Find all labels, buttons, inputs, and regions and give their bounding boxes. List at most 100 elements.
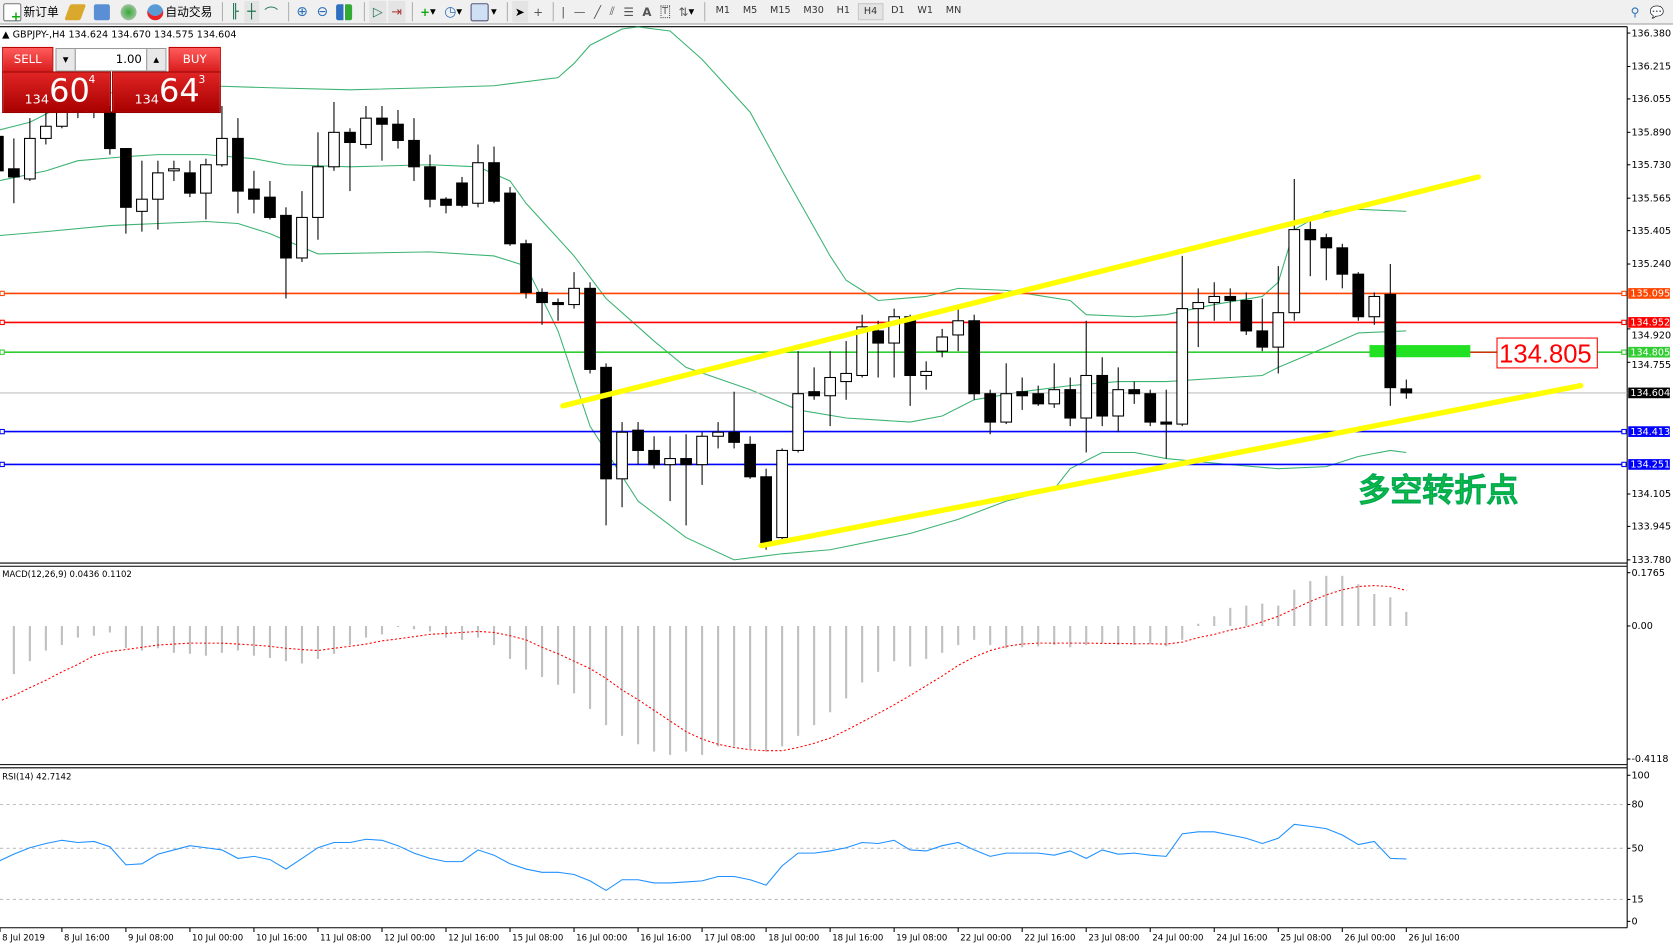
toolbar-separator: [287, 2, 289, 22]
candle: [296, 191, 308, 263]
time-tick-label: 24 Jul 00:00: [1152, 934, 1203, 944]
zoom-in-button[interactable]: ⊕: [293, 1, 311, 22]
sell-button[interactable]: SELL: [2, 46, 54, 73]
level-handle[interactable]: [0, 290, 5, 297]
fibonacci-button[interactable]: ☰: [620, 1, 637, 22]
candle: [344, 128, 356, 192]
candle-body-bullish: [856, 326, 869, 377]
level-handle[interactable]: [1621, 349, 1627, 355]
candlestick-button[interactable]: ┼: [244, 1, 259, 23]
level-handle[interactable]: [1621, 290, 1627, 297]
sell-price-big: 60: [49, 72, 90, 110]
templates-button[interactable]: ▼: [467, 1, 499, 22]
auto-trading-icon: [147, 3, 164, 20]
price-label-box[interactable]: [1496, 337, 1598, 369]
candle: [168, 160, 180, 181]
candle-body-bearish: [872, 330, 885, 344]
crosshair-icon: +: [533, 4, 544, 19]
level-handle[interactable]: [0, 461, 5, 468]
timeframe-m1[interactable]: M1: [715, 5, 731, 16]
crosshair-button[interactable]: +: [530, 1, 546, 22]
vertical-line-button[interactable]: |: [558, 1, 568, 22]
equidistant-channel-icon: ⫽: [609, 4, 615, 19]
timeframe-d1[interactable]: D1: [891, 5, 905, 16]
arrows-button[interactable]: ⇅ ▼: [676, 1, 698, 22]
auto-scroll-button[interactable]: ▷: [369, 1, 386, 23]
candle-body-bearish: [264, 196, 276, 218]
candle-body-bullish: [1048, 389, 1061, 405]
periods-button[interactable]: ◷ ▼: [441, 1, 465, 22]
candle-body-bearish: [984, 393, 997, 423]
candle: [152, 160, 164, 230]
auto-trading-button[interactable]: 自动交易: [144, 1, 215, 22]
timeframe-h4[interactable]: H4: [857, 3, 884, 21]
zoom-out-button[interactable]: ⊖: [313, 1, 331, 22]
level-handle[interactable]: [1621, 461, 1627, 468]
new-order-icon: +: [3, 2, 21, 22]
text-button[interactable]: A: [639, 1, 654, 22]
candle: [1384, 264, 1397, 406]
chart-shift-button[interactable]: ⇥: [388, 1, 406, 23]
lot-value[interactable]: 1.00: [115, 52, 142, 67]
buy-price[interactable]: 134 64 3: [112, 71, 221, 114]
data-window-button[interactable]: [91, 1, 116, 22]
timeframe-m5[interactable]: M5: [742, 5, 758, 16]
timeframe-w1[interactable]: W1: [917, 5, 934, 16]
timeframe-mn[interactable]: MN: [945, 5, 962, 16]
candle: [616, 422, 628, 508]
time-tick-label: 10 Jul 16:00: [256, 934, 307, 944]
collapse-arrow-icon[interactable]: ▲: [2, 29, 10, 41]
candle: [120, 148, 132, 234]
timeframe-h1[interactable]: H1: [836, 5, 851, 16]
horizontal-line-button[interactable]: —: [570, 1, 588, 22]
trendline-button[interactable]: ╱: [591, 1, 604, 22]
chat-icon[interactable]: 💬: [1649, 4, 1665, 19]
candle: [856, 314, 869, 378]
candle: [552, 298, 564, 321]
price-level-tag: [1628, 459, 1670, 470]
candle-body-bearish: [232, 137, 244, 192]
bar-chart-button[interactable]: ╟: [227, 1, 242, 22]
search-icon[interactable]: ⚲: [1630, 4, 1640, 19]
signals-button[interactable]: [117, 1, 142, 22]
time-tick-label: 19 Jul 08:00: [896, 934, 947, 944]
timeframe-m30[interactable]: M30: [803, 5, 824, 16]
toolbar: + 新订单 自动交易 ╟ ┼ ⌒ ⊕ ⊖ ▷ ⇥ + ▼ ◷ ▼ ▼ ➤ + | —…: [0, 0, 1673, 25]
price-tick-label: 135.240: [1631, 259, 1671, 270]
level-handle[interactable]: [0, 349, 5, 355]
level-handle[interactable]: [1621, 319, 1627, 326]
indicators-button[interactable]: + ▼: [417, 1, 439, 22]
cursor-button[interactable]: ➤: [511, 1, 528, 23]
candle-body-bearish: [904, 316, 917, 377]
candle-body-bullish: [168, 168, 180, 172]
price-tick-label: 134.105: [1631, 489, 1671, 500]
candle-body-bearish: [344, 131, 356, 144]
candle-body-bearish: [456, 182, 468, 206]
candle-body-bullish: [136, 198, 148, 212]
trendline[interactable]: [560, 174, 1481, 409]
timeframe-m15[interactable]: M15: [770, 5, 791, 16]
text-label-button[interactable]: T: [657, 1, 674, 22]
history-button[interactable]: [64, 1, 89, 22]
candlestick-icon: ┼: [247, 3, 256, 20]
line-chart-button[interactable]: ⌒: [261, 1, 281, 22]
level-handle[interactable]: [0, 428, 5, 435]
buy-button[interactable]: BUY: [168, 46, 221, 73]
macd-tick-label: -0.4118: [1631, 754, 1668, 765]
candle-body-bearish: [440, 198, 452, 206]
price-level-tag: [1628, 387, 1670, 399]
equidistant-channel-button[interactable]: ⫽: [606, 1, 618, 22]
lot-size-input[interactable]: ▼ 1.00 ▲: [55, 47, 167, 72]
level-handle[interactable]: [0, 319, 5, 326]
level-handle[interactable]: [1621, 428, 1627, 435]
trendline[interactable]: [758, 382, 1584, 549]
chart-area[interactable]: 134.805 多空转折点 135.095 134.952 134.805 134.604…: [0, 25, 1673, 947]
candle: [1400, 379, 1413, 399]
lot-decrease-button[interactable]: ▼: [56, 49, 76, 71]
new-order-button[interactable]: + 新订单: [0, 1, 62, 22]
tile-windows-button[interactable]: [333, 1, 358, 22]
sell-price[interactable]: 134 60 4: [2, 71, 111, 114]
candle-body-bearish: [104, 111, 116, 150]
lot-increase-button[interactable]: ▲: [146, 49, 166, 71]
bar-chart-icon: ╟: [230, 3, 239, 20]
